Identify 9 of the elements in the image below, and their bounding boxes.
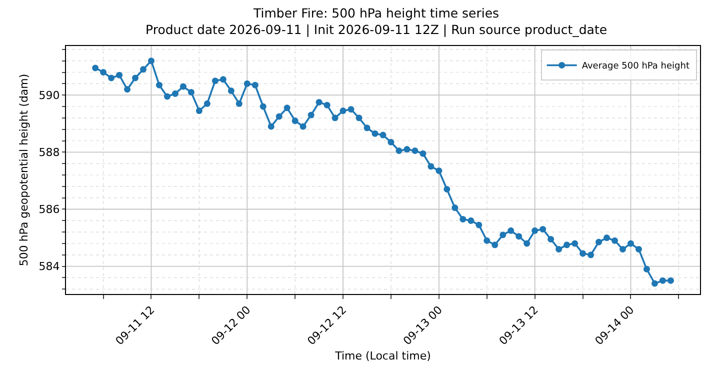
y-tick-label: 588	[38, 146, 60, 160]
y-tick-label: 590	[38, 88, 60, 102]
y-axis-title: 500 hPa geopotential height (dam)	[17, 74, 30, 266]
y-tick-label: 584	[38, 260, 60, 274]
x-axis-title: Time (Local time)	[334, 350, 431, 363]
y-tick-label: 586	[38, 203, 60, 216]
legend-label: Average 500 hPa height	[582, 62, 690, 72]
chart-title: Timber Fire: 500 hPa height time series	[252, 6, 500, 21]
chart-subtitle: Product date 2026-09-11 | Init 2026-09-11 12Z | Run source product_date	[146, 22, 608, 37]
